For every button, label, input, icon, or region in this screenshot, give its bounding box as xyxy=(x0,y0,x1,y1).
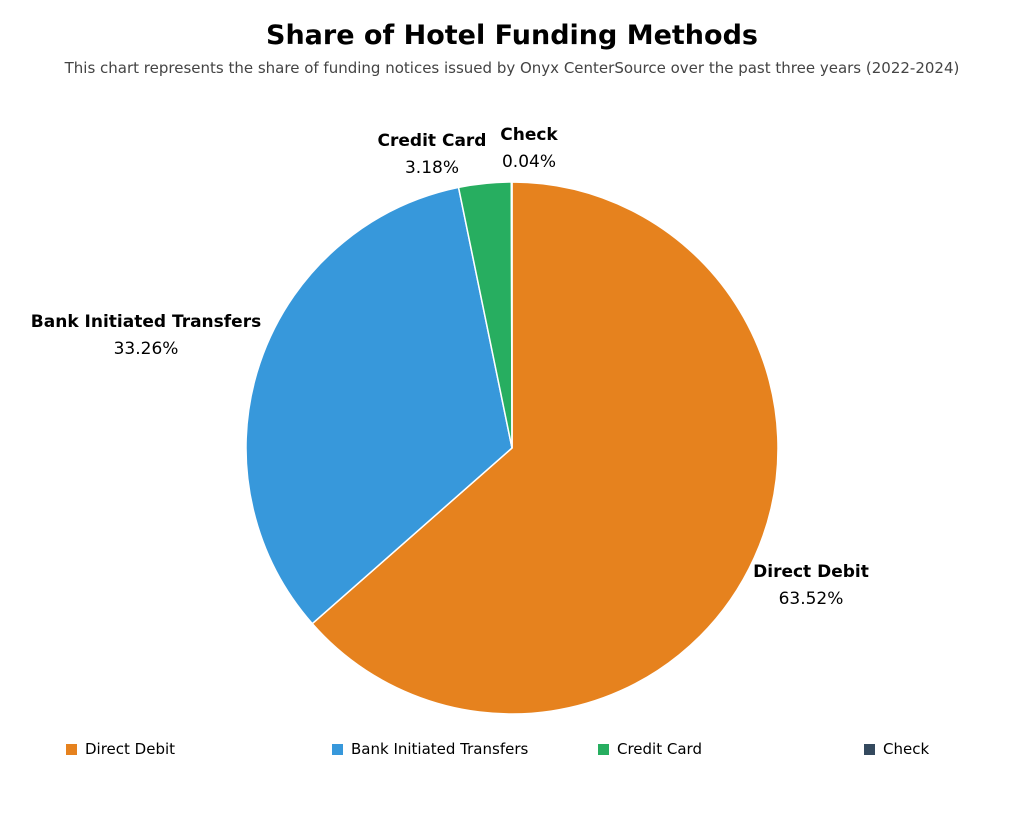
slice-label-credit-card: Credit Card 3.18% xyxy=(378,128,487,182)
slice-label-name: Check xyxy=(500,125,558,145)
pie-slice-bank-initiated-transfers[interactable] xyxy=(245,186,513,625)
slice-label-name: Credit Card xyxy=(377,131,487,151)
legend-item-check[interactable]: Check xyxy=(864,740,929,758)
slice-label-value: 63.52% xyxy=(778,589,844,609)
chart-subtitle: This chart represents the share of fundi… xyxy=(64,59,960,77)
legend: Direct Debit Bank Initiated Transfers Cr… xyxy=(0,740,1024,762)
legend-item-direct-debit[interactable]: Direct Debit xyxy=(66,740,175,758)
legend-item-credit-card[interactable]: Credit Card xyxy=(598,740,702,758)
legend-swatch xyxy=(864,743,875,755)
slice-label-check: Check 0.04% xyxy=(500,122,558,176)
slice-label-bank-initiated-transfers: Bank Initiated Transfers 33.26% xyxy=(31,309,261,363)
slice-label-name: Bank Initiated Transfers xyxy=(30,312,262,332)
pie-slice-check[interactable] xyxy=(510,181,513,449)
slice-label-value: 0.04% xyxy=(501,152,556,172)
legend-swatch xyxy=(332,743,343,755)
legend-label: Bank Initiated Transfers xyxy=(351,740,529,758)
chart-title: Share of Hotel Funding Methods xyxy=(266,20,758,51)
slice-label-value: 3.18% xyxy=(404,158,459,178)
slice-label-direct-debit: Direct Debit 63.52% xyxy=(753,559,869,613)
slice-label-value: 33.26% xyxy=(113,339,179,359)
slice-label-name: Direct Debit xyxy=(753,562,869,582)
legend-swatch xyxy=(66,743,77,755)
legend-item-bank-initiated-transfers[interactable]: Bank Initiated Transfers xyxy=(332,740,528,758)
legend-label: Credit Card xyxy=(617,740,702,758)
pie-slice-direct-debit[interactable] xyxy=(311,181,779,715)
legend-label: Direct Debit xyxy=(85,740,176,758)
legend-swatch xyxy=(598,743,609,755)
legend-label: Check xyxy=(883,740,930,758)
